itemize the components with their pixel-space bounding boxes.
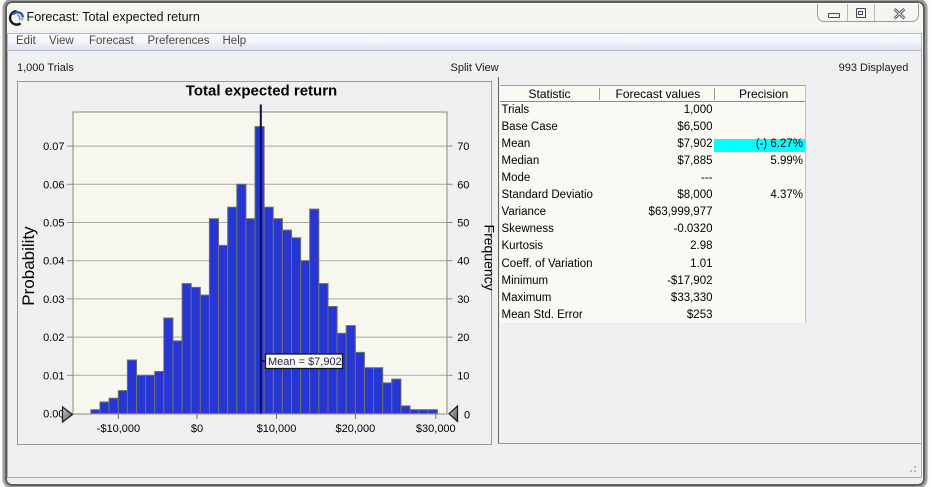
svg-text:0: 0: [464, 410, 470, 422]
svg-text:Total expected return: Total expected return: [186, 83, 337, 100]
svg-text:0.00: 0.00: [43, 409, 64, 421]
svg-text:-$10,000: -$10,000: [97, 423, 140, 435]
svg-text:0.02: 0.02: [43, 332, 64, 344]
svg-text:0.03: 0.03: [43, 294, 64, 306]
svg-text:70: 70: [457, 141, 469, 153]
svg-text:50: 50: [457, 218, 469, 230]
svg-text:20: 20: [457, 332, 469, 344]
svg-text:30: 30: [457, 294, 469, 306]
svg-text:0.06: 0.06: [43, 179, 64, 191]
svg-text:0.07: 0.07: [43, 141, 64, 153]
svg-text:Probability: Probability: [19, 226, 38, 306]
svg-text:60: 60: [457, 179, 469, 191]
svg-text:$30,000: $30,000: [416, 423, 456, 435]
svg-text:Mean = $7,902: Mean = $7,902: [268, 356, 342, 368]
svg-text:$20,000: $20,000: [336, 423, 376, 435]
svg-text:Frequency: Frequency: [482, 225, 497, 291]
svg-text:0.01: 0.01: [43, 370, 64, 382]
svg-text:0.04: 0.04: [43, 256, 64, 268]
svg-text:0.05: 0.05: [43, 218, 64, 230]
svg-text:40: 40: [457, 256, 469, 268]
svg-text:$10,000: $10,000: [257, 423, 297, 435]
svg-text:10: 10: [457, 370, 469, 382]
svg-text:$0: $0: [191, 423, 203, 435]
